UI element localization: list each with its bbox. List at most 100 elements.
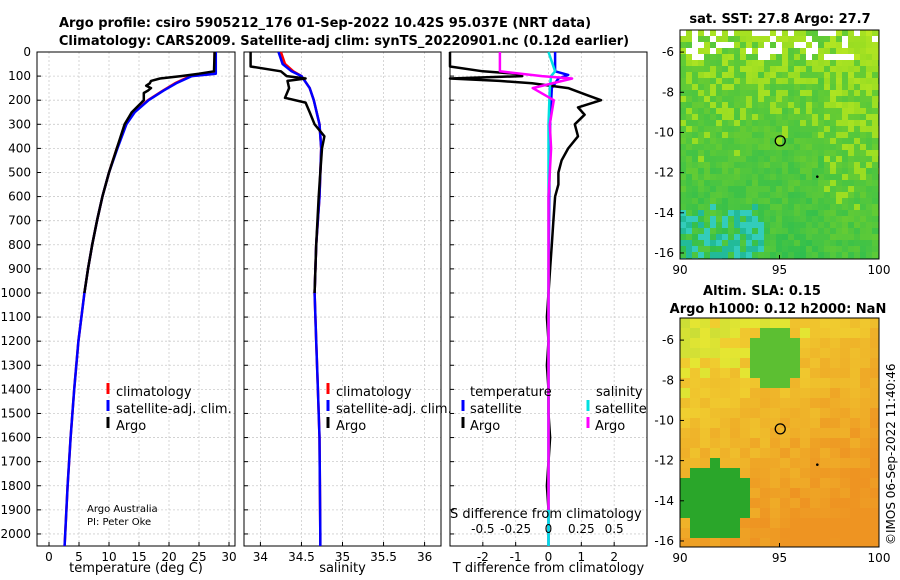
heatmap-cell bbox=[730, 338, 740, 348]
heatmap-cell bbox=[710, 78, 716, 84]
heatmap-cell bbox=[764, 72, 770, 78]
heatmap-cell bbox=[710, 338, 720, 348]
x-tick-label: 0 bbox=[45, 550, 53, 564]
heatmap-cell bbox=[870, 388, 879, 398]
heatmap-cell bbox=[680, 418, 690, 428]
heatmap-cell bbox=[750, 348, 760, 358]
heatmap-cell bbox=[752, 228, 758, 234]
heatmap-cell bbox=[806, 204, 812, 210]
heatmap-cell bbox=[776, 150, 782, 156]
heatmap-cell bbox=[690, 508, 700, 518]
heatmap-cell bbox=[710, 398, 720, 408]
heatmap-cell bbox=[818, 246, 824, 252]
heatmap-cell bbox=[734, 42, 740, 48]
heatmap-cell bbox=[860, 518, 870, 528]
heatmap-cell bbox=[836, 72, 842, 78]
heatmap-cell bbox=[752, 186, 758, 192]
heatmap-cell bbox=[698, 246, 704, 252]
heatmap-cell bbox=[866, 102, 872, 108]
heatmap-cell bbox=[722, 252, 728, 258]
heatmap-cell bbox=[830, 36, 836, 42]
x-axis-label: salinity bbox=[319, 561, 366, 576]
legend-label: Argo bbox=[116, 419, 146, 434]
y-tick-label: 700 bbox=[8, 214, 31, 228]
heatmap-cell bbox=[788, 66, 794, 72]
heatmap-cell bbox=[806, 48, 812, 54]
y-tick-label: -6 bbox=[662, 333, 674, 347]
heatmap-cell bbox=[788, 30, 794, 36]
heatmap-cell bbox=[764, 96, 770, 102]
heatmap-cell bbox=[860, 144, 866, 150]
heatmap-cell bbox=[680, 408, 690, 418]
heatmap-cell bbox=[824, 246, 830, 252]
heatmap-cell bbox=[734, 108, 740, 114]
heatmap-cell bbox=[680, 198, 686, 204]
heatmap-cell bbox=[680, 168, 686, 174]
heatmap-cell bbox=[854, 138, 860, 144]
heatmap-cell bbox=[800, 348, 810, 358]
heatmap-cell bbox=[728, 246, 734, 252]
heatmap-cell bbox=[818, 144, 824, 150]
heatmap-cell bbox=[854, 234, 860, 240]
heatmap-cell bbox=[794, 90, 800, 96]
heatmap-cell bbox=[710, 428, 720, 438]
heatmap-cell bbox=[740, 246, 746, 252]
heatmap-cell bbox=[704, 132, 710, 138]
heatmap-cell bbox=[680, 204, 686, 210]
series-line bbox=[448, 52, 603, 510]
heatmap-cell bbox=[770, 222, 776, 228]
heatmap-cell bbox=[790, 398, 800, 408]
heatmap-cell bbox=[728, 204, 734, 210]
heatmap-cell bbox=[780, 338, 790, 348]
heatmap-cell bbox=[740, 488, 750, 498]
heatmap-cell bbox=[758, 222, 764, 228]
heatmap-cell bbox=[872, 186, 878, 192]
heatmap-cell bbox=[710, 126, 716, 132]
heatmap-cell bbox=[716, 90, 722, 96]
heatmap-cell bbox=[842, 90, 848, 96]
heatmap-cell bbox=[870, 478, 879, 488]
heatmap-cell bbox=[860, 156, 866, 162]
heatmap-cell bbox=[806, 72, 812, 78]
heatmap-cell bbox=[716, 174, 722, 180]
heatmap-cell bbox=[704, 36, 710, 42]
heatmap-cell bbox=[854, 72, 860, 78]
heatmap-cell bbox=[760, 418, 770, 428]
heatmap-cell bbox=[716, 186, 722, 192]
heatmap-cell bbox=[830, 78, 836, 84]
heatmap-cell bbox=[824, 120, 830, 126]
heatmap-cell bbox=[740, 162, 746, 168]
heatmap-cell bbox=[790, 428, 800, 438]
heatmap-cell bbox=[758, 234, 764, 240]
heatmap-cell bbox=[800, 246, 806, 252]
series-line bbox=[83, 51, 216, 294]
heatmap-cell bbox=[740, 478, 750, 488]
heatmap-cell bbox=[734, 138, 740, 144]
heatmap-cell bbox=[794, 180, 800, 186]
heatmap-cell bbox=[806, 30, 812, 36]
heatmap-cell bbox=[686, 96, 692, 102]
heatmap-cell bbox=[758, 246, 764, 252]
heatmap-cell bbox=[866, 186, 872, 192]
heatmap-cell bbox=[812, 210, 818, 216]
heatmap-cell bbox=[692, 162, 698, 168]
heatmap-cell bbox=[866, 156, 872, 162]
heatmap-cell bbox=[824, 132, 830, 138]
heatmap-cell bbox=[740, 428, 750, 438]
heatmap-cell bbox=[722, 204, 728, 210]
heatmap-cell bbox=[788, 180, 794, 186]
heatmap-cell bbox=[818, 48, 824, 54]
heatmap-cell bbox=[740, 66, 746, 72]
heatmap-cell bbox=[680, 54, 686, 60]
heatmap-cell bbox=[710, 198, 716, 204]
heatmap-cell bbox=[848, 198, 854, 204]
heatmap-cell bbox=[764, 138, 770, 144]
heatmap-cell bbox=[770, 60, 776, 66]
heatmap-cell bbox=[818, 108, 824, 114]
heatmap-cell bbox=[734, 204, 740, 210]
heatmap-cell bbox=[806, 84, 812, 90]
heatmap-cell bbox=[752, 72, 758, 78]
secondary-x-tick-label: 0 bbox=[545, 522, 553, 536]
heatmap-cell bbox=[770, 192, 776, 198]
legend-label: Argo bbox=[336, 419, 366, 434]
